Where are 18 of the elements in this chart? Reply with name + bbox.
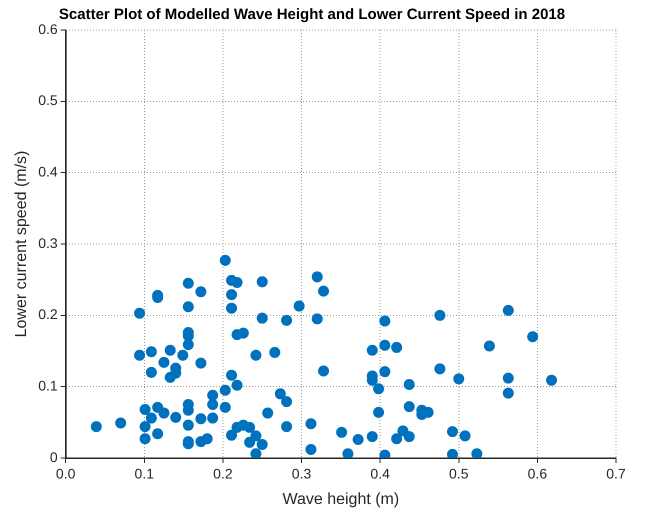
y-tick-label: 0.1 bbox=[38, 378, 58, 394]
x-tick-label: 0.7 bbox=[606, 465, 626, 482]
y-tick-label: 0.2 bbox=[38, 306, 58, 322]
x-tick-label: 0.3 bbox=[292, 465, 312, 482]
x-tick-label: 0.6 bbox=[528, 465, 548, 482]
x-tick-label: 0.1 bbox=[134, 465, 154, 482]
x-tick-label: 0.0 bbox=[56, 465, 76, 482]
y-tick-label: 0.6 bbox=[38, 20, 58, 37]
y-tick-label: 0.5 bbox=[38, 92, 58, 108]
x-tick-label: 0.2 bbox=[213, 465, 233, 482]
y-tick-label: 0 bbox=[50, 448, 58, 465]
x-tick-label: 0.5 bbox=[449, 465, 469, 482]
x-axis-title: Wave height (m) bbox=[282, 490, 400, 508]
y-axis-title: Lower current speed (m/s) bbox=[13, 150, 30, 338]
x-tick-label: 0.4 bbox=[370, 465, 390, 482]
y-tick-label: 0.3 bbox=[38, 234, 58, 251]
chart-title: Scatter Plot of Modelled Wave Height and Lower Current Speed in 2018 bbox=[58, 6, 566, 24]
y-tick-label: 0.4 bbox=[38, 164, 58, 180]
